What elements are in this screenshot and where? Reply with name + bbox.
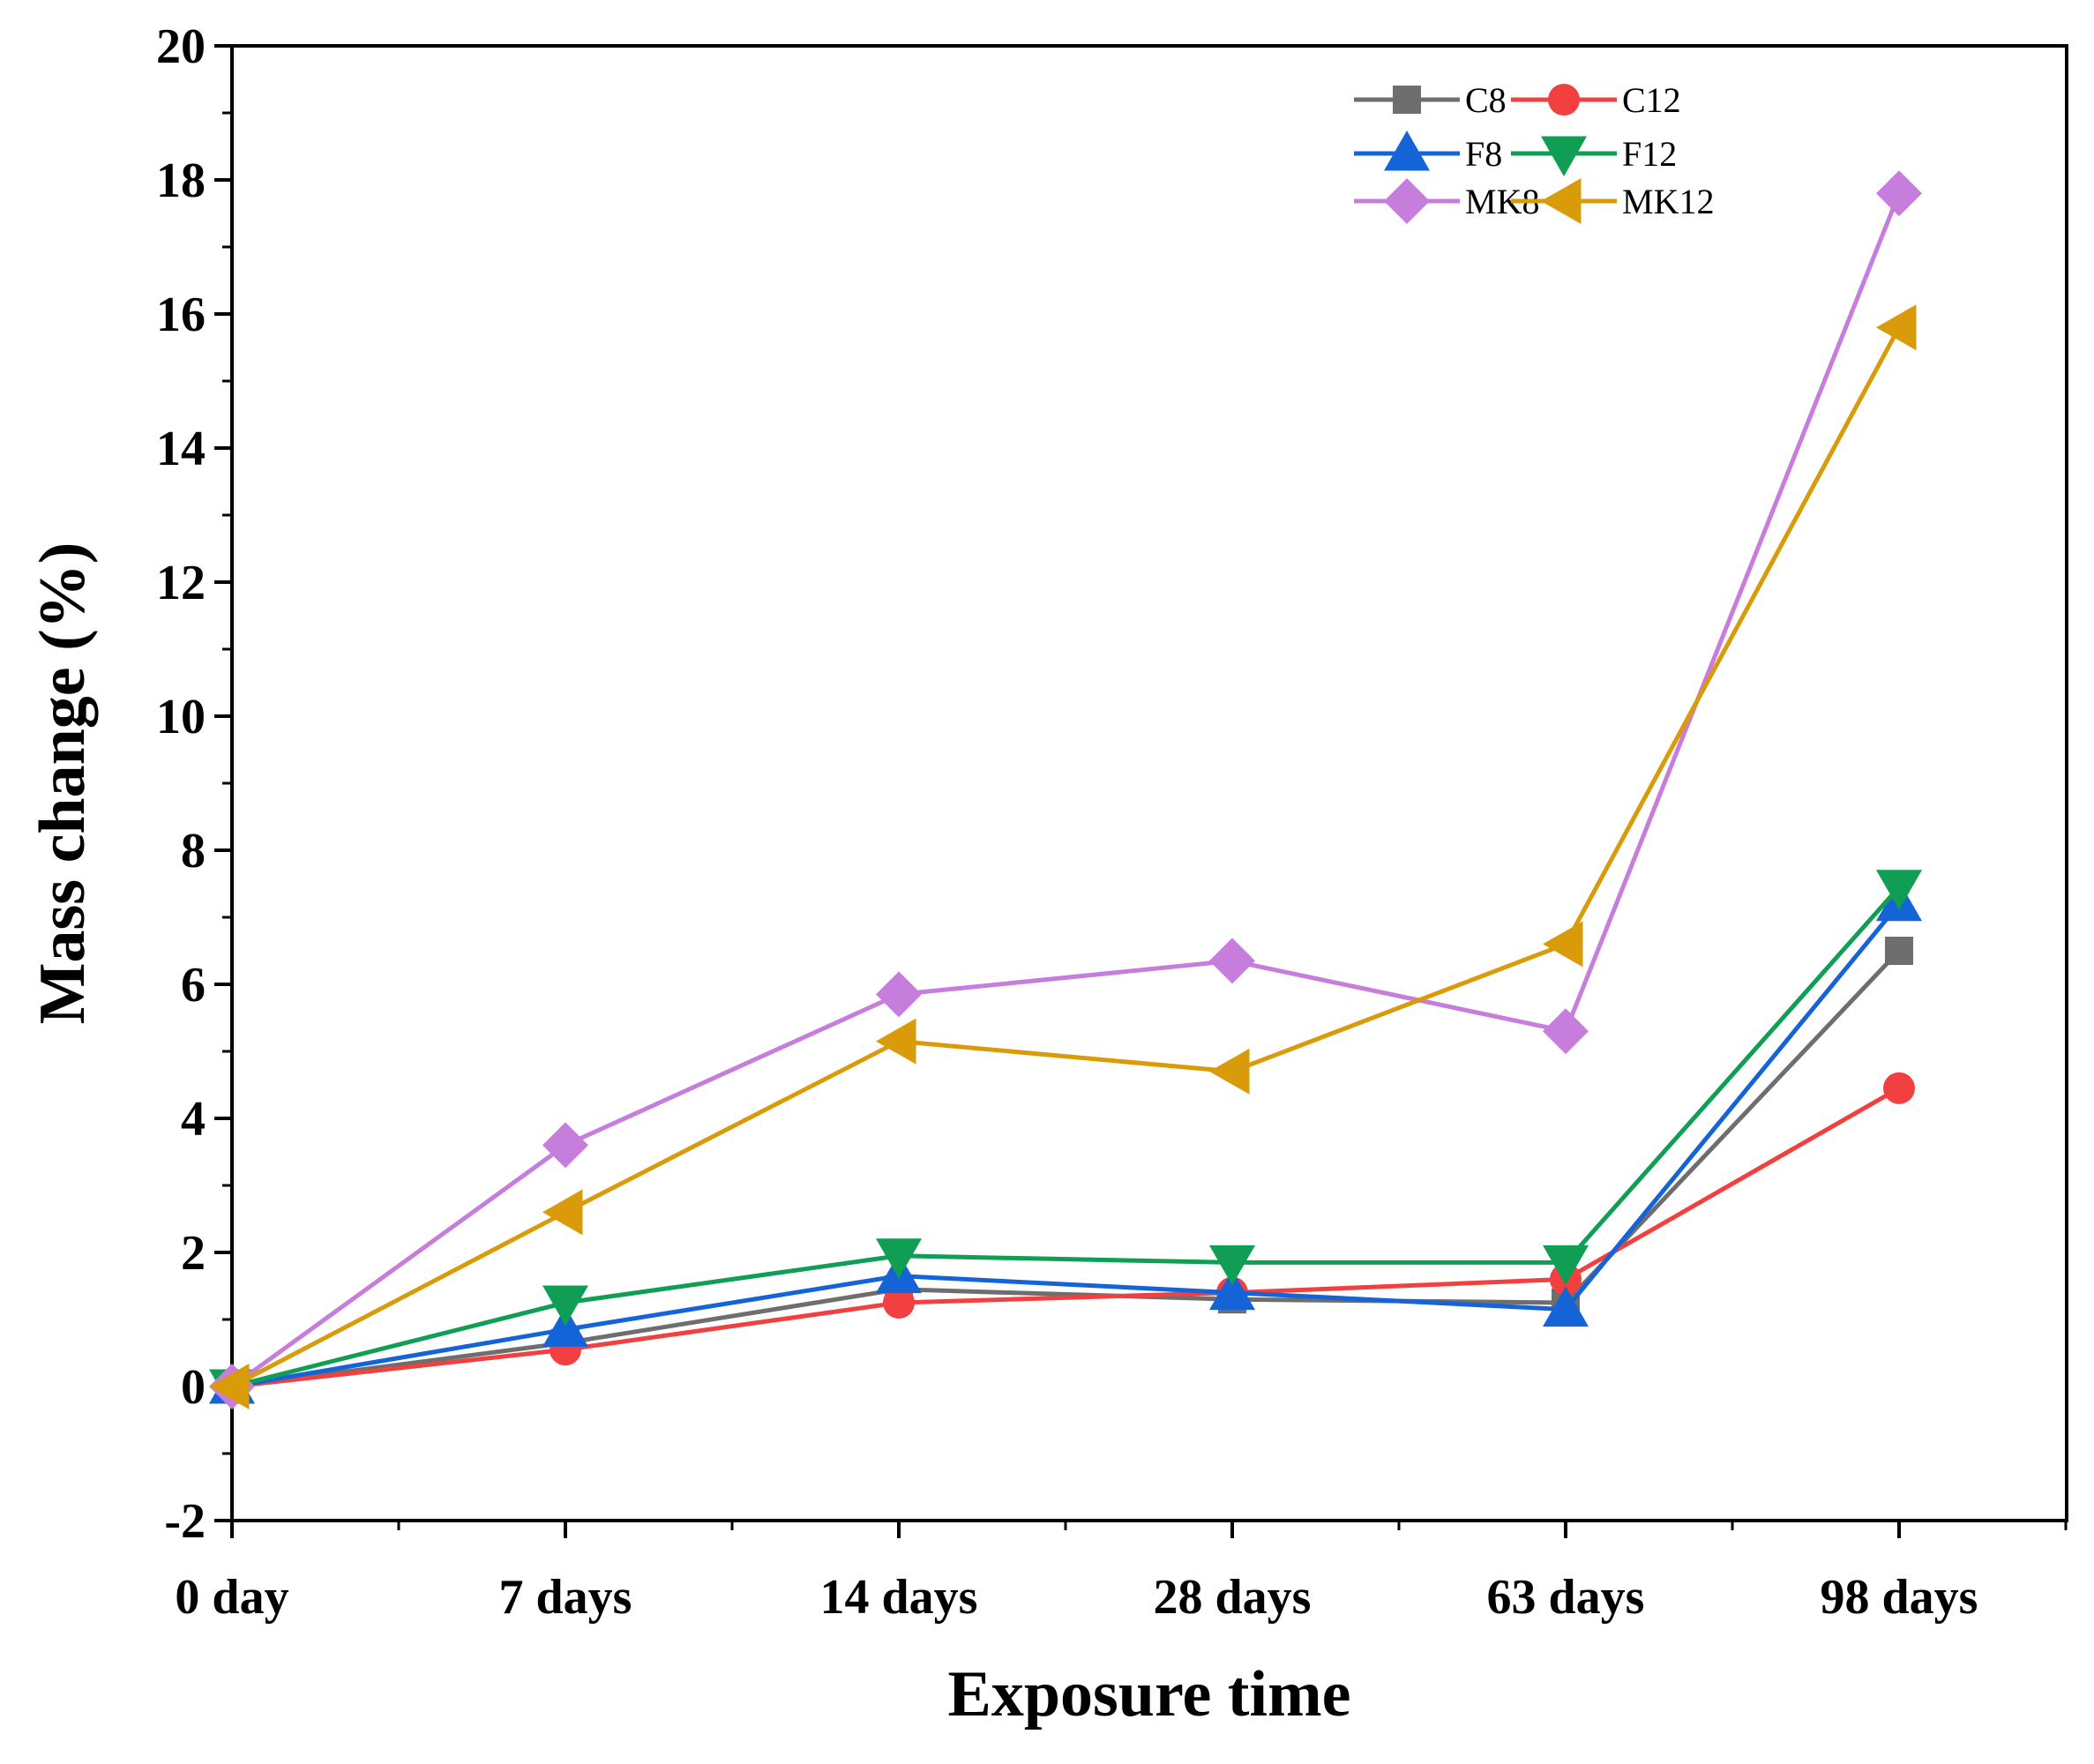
x-tick-label: 98 days xyxy=(1821,1570,1978,1625)
legend-item-c8: C8 xyxy=(1354,80,1507,120)
legend-item-mk12: MK12 xyxy=(1511,178,1714,224)
y-tick-label: 8 xyxy=(181,824,206,878)
y-tick-label: 12 xyxy=(156,556,206,610)
y-tick-label: -2 xyxy=(164,1494,206,1549)
data-point-mk12 xyxy=(542,1189,583,1236)
data-point-f8 xyxy=(1209,1269,1255,1311)
y-tick-labels: -2 0 2 4 6 8 10 12 14 16 18 20 xyxy=(156,19,206,1549)
legend-label-f12: F12 xyxy=(1622,134,1677,174)
data-point-mk8 xyxy=(1876,170,1922,217)
data-point-mk8 xyxy=(542,1122,588,1169)
x-tick-label: 0 day xyxy=(175,1570,288,1625)
data-point-mk12 xyxy=(876,1018,916,1065)
data-point-f12 xyxy=(1543,1245,1589,1286)
y-tick-label: 6 xyxy=(181,958,206,1013)
legend-marker-mk8 xyxy=(1384,178,1430,224)
series-c12 xyxy=(216,1072,1915,1402)
legend-marker-f12 xyxy=(1541,136,1587,176)
series-f12 xyxy=(209,870,1922,1409)
series-c8 xyxy=(218,937,1913,1401)
y-tick-label: 10 xyxy=(156,690,206,744)
x-tick-label: 7 days xyxy=(499,1570,632,1625)
y-tick-label: 18 xyxy=(156,153,206,208)
data-point-c12 xyxy=(883,1287,915,1319)
data-point-mk12 xyxy=(1543,921,1583,968)
y-tick-label: 4 xyxy=(181,1092,206,1147)
data-point-f8 xyxy=(1543,1286,1589,1327)
data-point-mk8 xyxy=(1543,1008,1589,1055)
legend-marker-c12 xyxy=(1548,84,1580,116)
legend-marker-f8 xyxy=(1384,131,1430,171)
legend-item-f12: F12 xyxy=(1511,134,1677,176)
series-line-mk8 xyxy=(230,192,1902,1389)
series-group xyxy=(209,170,1922,1409)
data-point-mk12 xyxy=(1209,1048,1250,1095)
legend-label-f8: F8 xyxy=(1465,134,1502,174)
y-tick-label: 2 xyxy=(181,1226,206,1281)
series-line-f8 xyxy=(231,902,1901,1389)
x-tick-label: 28 days xyxy=(1154,1570,1312,1625)
plot-frame xyxy=(230,44,2068,1522)
x-axis-title: Exposure time xyxy=(947,1658,1350,1730)
data-point-f12 xyxy=(1876,870,1922,910)
y-tick-label: 16 xyxy=(156,288,206,342)
series-mk8 xyxy=(209,170,1922,1409)
y-tick-label: 14 xyxy=(156,422,206,476)
series-mk12 xyxy=(209,304,1917,1409)
series-line-mk12 xyxy=(230,326,1902,1389)
legend-marker-mk12 xyxy=(1541,178,1582,224)
y-tick-label: 20 xyxy=(156,19,206,74)
x-tick-label: 14 days xyxy=(820,1570,978,1625)
legend-label-c12: C12 xyxy=(1622,80,1681,120)
legend-label-c8: C8 xyxy=(1465,80,1507,120)
legend-item-c12: C12 xyxy=(1511,80,1681,120)
axis-ticks xyxy=(214,44,2068,1538)
legend-marker-c8 xyxy=(1393,86,1421,114)
data-point-mk8 xyxy=(876,971,922,1018)
series-line-c12 xyxy=(231,1086,1901,1389)
series-f8 xyxy=(209,880,1922,1404)
y-axis-title: Mass change (%) xyxy=(26,542,99,1025)
data-point-mk12 xyxy=(1876,304,1917,351)
x-tick-label: 63 days xyxy=(1487,1570,1645,1625)
data-point-f12 xyxy=(1209,1245,1255,1286)
data-point-mk8 xyxy=(1209,938,1255,984)
data-point-c12 xyxy=(1883,1072,1915,1104)
data-point-f12 xyxy=(542,1285,588,1326)
data-point-mk12 xyxy=(209,1364,250,1409)
data-point-f12 xyxy=(876,1238,922,1279)
data-point-c8 xyxy=(1885,937,1913,965)
legend-label-mk12: MK12 xyxy=(1622,182,1714,221)
legend-item-f8: F8 xyxy=(1354,131,1502,174)
series-line-f12 xyxy=(231,886,1901,1389)
data-point-f8 xyxy=(542,1306,588,1347)
x-tick-labels: 0 day 7 days 14 days 28 days 63 days 98 days xyxy=(175,1570,1978,1625)
y-tick-label: 0 xyxy=(181,1360,206,1415)
